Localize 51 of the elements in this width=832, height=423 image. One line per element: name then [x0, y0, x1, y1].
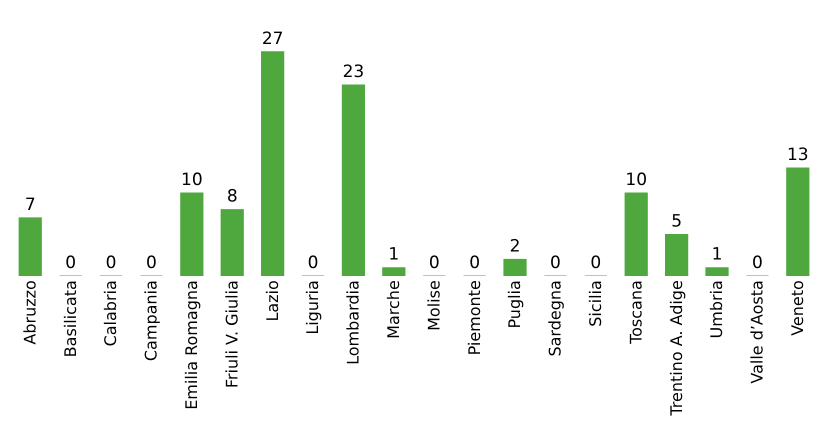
bar	[342, 84, 366, 276]
bar	[665, 234, 688, 276]
bar	[261, 51, 284, 276]
data-label: 7	[24, 194, 36, 215]
data-label: 0	[590, 253, 602, 273]
x-tick-label: Lazio	[262, 280, 282, 322]
x-tick-label: Emilia Romagna	[182, 280, 202, 410]
x-tick-label: Sicilia	[586, 280, 606, 327]
data-label: 1	[712, 244, 722, 265]
bar	[382, 267, 406, 276]
data-label: 10	[181, 170, 203, 190]
data-label: 0	[752, 253, 763, 273]
data-label: 0	[106, 253, 116, 273]
data-label: 0	[308, 253, 318, 273]
x-tick-label: Liguria	[303, 280, 322, 335]
x-tick-label: Lombardia	[344, 280, 363, 365]
bar	[180, 192, 204, 276]
data-label: 0	[428, 253, 440, 273]
data-label: 23	[342, 62, 364, 82]
x-tick-label: Trentino A. Adige	[666, 280, 686, 417]
x-tick-label: Piemonte	[464, 280, 484, 356]
data-label: 2	[510, 236, 520, 256]
x-tick-label: Campania	[142, 280, 161, 362]
bar	[220, 209, 244, 276]
data-label: 0	[550, 253, 561, 273]
data-label: 10	[625, 170, 648, 190]
data-label: 0	[65, 253, 76, 273]
x-tick-label: Marche	[384, 280, 404, 339]
data-label: 0	[469, 253, 480, 273]
x-tick-label: Calabria	[101, 280, 120, 346]
bar	[18, 217, 42, 276]
x-tick-label: Sardegna	[546, 280, 565, 357]
x-tick-label: Valle d’Aosta	[748, 280, 767, 384]
x-tick-label: Umbria	[707, 280, 726, 338]
x-tick-label: Molise	[424, 280, 444, 331]
x-tick-label: Veneto	[788, 280, 807, 336]
bar	[786, 168, 810, 276]
x-tick-label: Puglia	[505, 280, 524, 329]
data-label: 27	[262, 28, 284, 49]
data-label: 5	[671, 211, 682, 232]
data-label: 1	[388, 244, 400, 265]
bar	[503, 258, 527, 276]
bar	[624, 192, 648, 276]
x-tick-label: Basilicata	[60, 280, 80, 358]
data-label: 13	[786, 145, 809, 166]
x-tick-label: Abruzzo	[20, 280, 40, 345]
data-label: 0	[146, 253, 157, 273]
bar	[705, 267, 729, 276]
x-tick-label: Toscana	[626, 280, 646, 345]
data-label: 8	[226, 186, 238, 207]
x-tick-label: Friuli V. Giulia	[222, 280, 242, 388]
